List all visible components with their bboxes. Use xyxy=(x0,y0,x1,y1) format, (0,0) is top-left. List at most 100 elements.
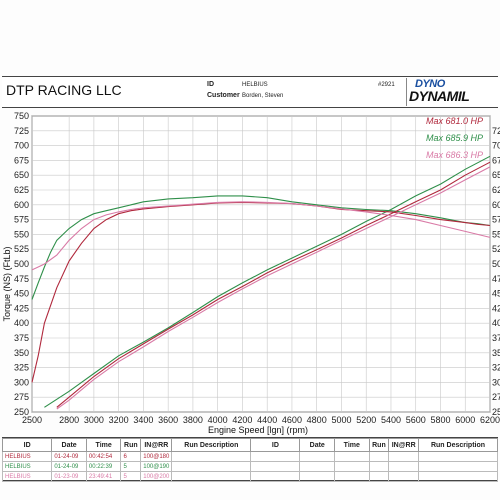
table-cell xyxy=(171,461,252,472)
column-header: IN@RR xyxy=(388,438,419,452)
table-cell xyxy=(250,471,301,482)
y-right-tick-label: 57 xyxy=(492,215,500,225)
table-cell xyxy=(368,471,390,482)
y-right-tick-label: 42 xyxy=(492,303,500,313)
y-right-tick-label: 72 xyxy=(492,126,500,136)
table-cell xyxy=(418,471,498,482)
y-axis-right-ticks: 25 27 30 32 35 37 40 42 45 47 50 52 55 57 60 62 65 67 70 72 xyxy=(492,126,500,417)
column-header: Time xyxy=(85,438,122,452)
y-tick-label: 725 xyxy=(14,126,29,136)
y-tick-label: 325 xyxy=(14,363,29,373)
series-1-torque-line xyxy=(31,195,491,300)
series-3-power-line xyxy=(56,166,491,410)
y-axis-ticks: 250 275 300 325 350 375 400 425 450 475 500 525 550 5… xyxy=(14,111,29,417)
x-tick-label: 3000 xyxy=(84,415,104,425)
dyno-chart: 2502753003253503754004254504755005255505… xyxy=(2,111,500,435)
table-cell: 01-23-09 xyxy=(51,471,87,482)
table-cell: HELBIUS xyxy=(1,471,53,482)
series-3-torque-line xyxy=(31,201,491,271)
table-cell: 100@200 xyxy=(140,471,173,482)
table-cell: 5 xyxy=(120,471,142,482)
id-label: ID xyxy=(207,81,214,88)
chart-grid xyxy=(31,115,491,413)
x-tick-label: 6200 xyxy=(480,415,500,425)
table-cell: 100@180 xyxy=(140,451,173,462)
max-hp-annotation: Max 685.9 HP xyxy=(426,133,483,143)
table-row: HELBIUS 01-24-09 00:42:54 6 100@180 xyxy=(1,451,498,462)
max-hp-annotation: Max 686.3 HP xyxy=(426,150,483,160)
logo-text-top: DYNO xyxy=(415,78,445,90)
x-tick-label: 5200 xyxy=(356,415,376,425)
table-cell: 01-24-09 xyxy=(51,461,87,472)
logo-text-bottom: DYNAMIL xyxy=(409,88,470,104)
x-tick-label: 4800 xyxy=(307,415,327,425)
x-tick-label: 6000 xyxy=(455,415,475,425)
y-right-tick-label: 37 xyxy=(492,333,500,343)
y-tick-label: 750 xyxy=(14,111,29,121)
x-tick-label: 5400 xyxy=(381,415,401,425)
y-tick-label: 250 xyxy=(14,407,29,417)
table-cell: HELBIUS xyxy=(1,461,53,472)
column-header: Run Description xyxy=(171,438,252,452)
table-cell xyxy=(418,461,498,472)
y-right-tick-label: 40 xyxy=(492,318,500,328)
company-name: DTP RACING LLC xyxy=(6,82,122,98)
x-axis-ticks: 2500 2800 3000 3200 3400 3600 3800 4000 4200 4400… xyxy=(22,415,500,425)
run-table-body: HELBIUS 01-24-09 00:42:54 6 100@180 HELBIUS 01… xyxy=(1,451,498,482)
table-cell: 23:49:41 xyxy=(85,471,122,482)
table-cell xyxy=(418,451,498,462)
table-cell: 00:22:39 xyxy=(85,461,122,472)
y-axis-title: Torque (NS) (FtLb) xyxy=(2,246,12,321)
table-cell: 6 xyxy=(120,451,142,462)
table-cell: 00:42:54 xyxy=(85,451,122,462)
column-header: Time xyxy=(334,438,370,452)
y-right-tick-label: 55 xyxy=(492,229,500,239)
table-cell xyxy=(388,471,419,482)
y-right-tick-label: 32 xyxy=(492,363,500,373)
y-tick-label: 575 xyxy=(14,215,29,225)
dynojet-logo: DYNO DYNAMIL xyxy=(406,78,500,106)
y-tick-label: 550 xyxy=(14,229,29,239)
table-cell xyxy=(334,451,370,462)
y-right-tick-label: 50 xyxy=(492,259,500,269)
table-cell xyxy=(299,451,336,462)
x-tick-label: 4000 xyxy=(208,415,228,425)
chart-curves xyxy=(31,155,491,410)
run-table-header: ID Date Time Run IN@RR Run Description ID Date T… xyxy=(1,438,498,452)
y-right-tick-label: 47 xyxy=(492,274,500,284)
table-cell: 5 xyxy=(120,461,142,472)
max-hp-annotation: Max 681.0 HP xyxy=(426,116,483,126)
table-row: HELBIUS 01-23-09 23:49:41 5 100@200 xyxy=(1,471,498,482)
y-right-tick-label: 35 xyxy=(492,348,500,358)
series-1-power-line xyxy=(44,155,491,408)
y-tick-label: 600 xyxy=(14,200,29,210)
x-tick-label: 5000 xyxy=(331,415,351,425)
y-right-tick-label: 65 xyxy=(492,170,500,180)
series-2-power-line xyxy=(56,161,491,408)
x-tick-label: 5800 xyxy=(430,415,450,425)
table-row: HELBIUS 01-24-09 00:22:39 5 100@190 xyxy=(1,461,498,472)
y-tick-label: 650 xyxy=(14,170,29,180)
x-tick-label: 3800 xyxy=(183,415,203,425)
table-cell xyxy=(299,471,336,482)
y-right-tick-label: 67 xyxy=(492,155,500,165)
y-tick-label: 500 xyxy=(14,259,29,269)
x-axis-title: Engine Speed [lgn] (rpm) xyxy=(208,425,308,435)
y-tick-label: 675 xyxy=(14,155,29,165)
y-right-tick-label: 60 xyxy=(492,200,500,210)
report-header: DTP RACING LLC ID HELBIUS Customer Borde… xyxy=(2,76,500,108)
customer-label: Customer xyxy=(207,92,240,99)
run-table: ID Date Time Run IN@RR Run Description ID Date T… xyxy=(1,437,498,482)
y-tick-label: 300 xyxy=(14,377,29,387)
y-right-tick-label: 25 xyxy=(492,407,500,417)
x-tick-label: 3600 xyxy=(158,415,178,425)
series-2-torque-line xyxy=(31,201,491,383)
table-cell: 100@190 xyxy=(140,461,173,472)
table-cell xyxy=(171,471,252,482)
x-tick-label: 4200 xyxy=(232,415,252,425)
y-tick-label: 375 xyxy=(14,333,29,343)
table-cell xyxy=(368,461,390,472)
x-tick-label: 3200 xyxy=(109,415,129,425)
column-header: Run xyxy=(120,438,142,452)
